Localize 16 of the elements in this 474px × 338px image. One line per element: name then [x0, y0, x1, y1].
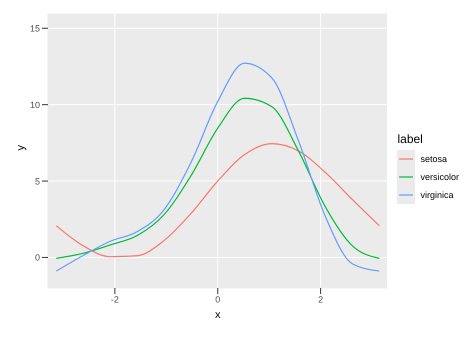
- legend-label: setosa: [420, 154, 448, 164]
- x-tick-label: 0: [215, 294, 220, 304]
- x-tick-label: -2: [110, 294, 119, 304]
- y-tick-label: 15: [30, 23, 40, 34]
- y-tick-label: 0: [34, 252, 40, 263]
- y-tick-label: 10: [30, 100, 40, 110]
- y-tick-label: 5: [34, 176, 40, 186]
- x-axis-title: x: [214, 309, 221, 321]
- x-tick-label: 2: [318, 294, 324, 304]
- line-series: [56, 98, 380, 259]
- legend-label: versicolor: [420, 172, 459, 182]
- line-series: [56, 62, 380, 272]
- legend-title: label: [397, 132, 424, 146]
- legend-label: virginica: [420, 190, 454, 200]
- line-series: [56, 143, 380, 258]
- y-axis-title: y: [14, 144, 27, 150]
